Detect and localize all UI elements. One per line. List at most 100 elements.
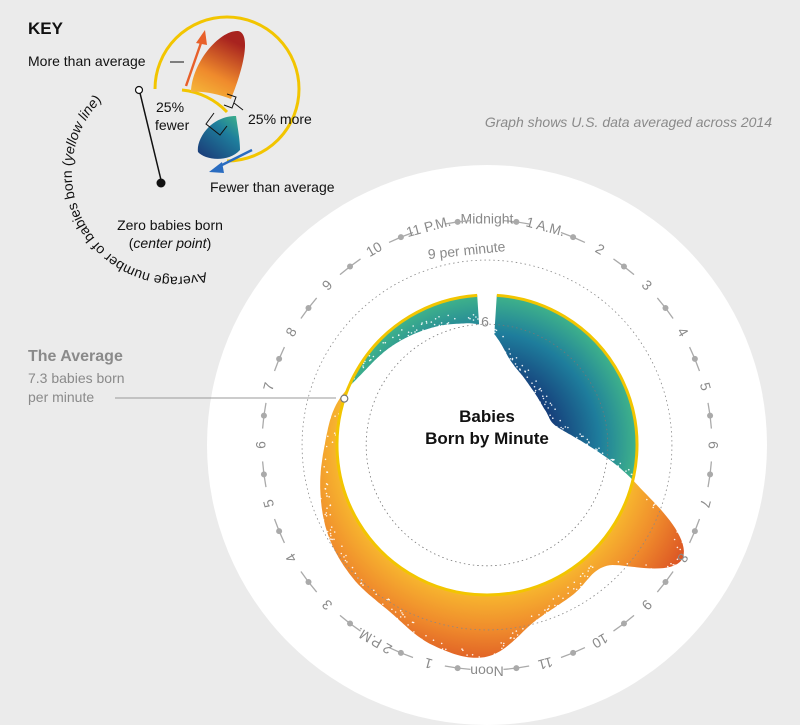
data-speckle — [600, 569, 602, 571]
data-speckle — [527, 395, 529, 397]
data-speckle — [399, 343, 401, 345]
data-speckle — [323, 466, 325, 468]
data-speckle — [466, 654, 468, 656]
data-speckle — [577, 440, 579, 442]
clock-tick — [305, 579, 311, 585]
data-speckle — [434, 324, 436, 326]
data-speckle — [331, 526, 333, 528]
center-title-line1: Babies — [459, 407, 515, 426]
data-speckle — [503, 355, 505, 357]
data-speckle — [580, 576, 582, 578]
data-speckle — [371, 601, 373, 603]
data-speckle — [319, 507, 321, 509]
key-center-point — [157, 179, 166, 188]
data-speckle — [500, 642, 502, 644]
data-speckle — [331, 555, 333, 557]
data-speckle — [326, 493, 328, 495]
data-speckle — [544, 410, 546, 412]
data-speckle — [358, 388, 360, 390]
data-speckle — [472, 654, 474, 656]
data-speckle — [496, 330, 498, 332]
data-speckle — [506, 359, 508, 361]
data-speckle — [316, 444, 318, 446]
data-speckle — [478, 324, 480, 326]
hour-label: 6 — [705, 441, 721, 449]
data-speckle — [401, 329, 403, 331]
data-speckle — [373, 356, 375, 358]
data-speckle — [333, 539, 335, 541]
data-speckle — [554, 605, 556, 607]
data-speckle — [587, 570, 589, 572]
data-speckle — [314, 478, 316, 480]
data-speckle — [428, 336, 430, 338]
data-speckle — [653, 504, 655, 506]
data-speckle — [342, 567, 344, 569]
data-speckle — [590, 566, 592, 568]
data-speckle — [587, 439, 589, 441]
data-speckle — [399, 339, 401, 341]
data-speckle — [362, 584, 364, 586]
data-speckle — [579, 441, 581, 443]
data-speckle — [621, 471, 623, 473]
data-speckle — [411, 640, 413, 642]
data-speckle — [541, 623, 543, 625]
data-speckle — [416, 341, 418, 343]
data-speckle — [329, 505, 331, 507]
clock-tick — [692, 356, 698, 362]
data-speckle — [313, 463, 315, 465]
data-speckle — [657, 505, 659, 507]
data-speckle — [432, 329, 434, 331]
data-speckle — [464, 326, 466, 328]
hour-label: 6 — [253, 441, 269, 449]
hour-label: Midnight — [461, 211, 514, 227]
data-speckle — [330, 529, 332, 531]
data-speckle — [567, 593, 569, 595]
data-speckle — [450, 659, 452, 661]
clock-tick — [513, 665, 519, 671]
data-speckle — [325, 488, 327, 490]
data-speckle — [321, 443, 323, 445]
data-speckle — [322, 440, 324, 442]
data-speckle — [503, 643, 505, 645]
data-speckle — [509, 353, 511, 355]
clock-tick — [347, 263, 353, 269]
data-speckle — [371, 364, 373, 366]
data-speckle — [384, 353, 386, 355]
clock-tick — [707, 471, 713, 477]
data-speckle — [615, 569, 617, 571]
clock-tick — [513, 219, 519, 225]
data-speckle — [478, 656, 480, 658]
data-speckle — [408, 331, 410, 333]
data-speckle — [469, 325, 471, 327]
data-speckle — [318, 431, 320, 433]
data-speckle — [677, 525, 679, 527]
data-speckle — [342, 391, 344, 393]
data-speckle — [617, 465, 619, 467]
data-speckle — [312, 479, 314, 481]
data-speckle — [530, 626, 532, 628]
data-speckle — [531, 392, 533, 394]
data-speckle — [355, 589, 357, 591]
data-speckle — [539, 415, 541, 417]
data-speckle — [543, 398, 545, 400]
data-speckle — [531, 615, 533, 617]
data-speckle — [362, 380, 364, 382]
data-speckle — [444, 333, 446, 335]
data-speckle — [553, 598, 555, 600]
data-speckle — [612, 459, 614, 461]
data-speckle — [525, 383, 527, 385]
data-speckle — [441, 643, 443, 645]
clock-tick — [276, 356, 282, 362]
data-speckle — [550, 430, 552, 432]
data-speckle — [581, 436, 583, 438]
data-speckle — [677, 547, 679, 549]
data-speckle — [341, 553, 343, 555]
data-speckle — [326, 415, 328, 417]
data-speckle — [503, 645, 505, 647]
data-speckle — [326, 483, 328, 485]
data-speckle — [639, 484, 641, 486]
data-speckle — [545, 417, 547, 419]
data-speckle — [496, 344, 498, 346]
key-pct-fewer-1: 25% — [156, 99, 184, 115]
data-speckle — [471, 661, 473, 663]
